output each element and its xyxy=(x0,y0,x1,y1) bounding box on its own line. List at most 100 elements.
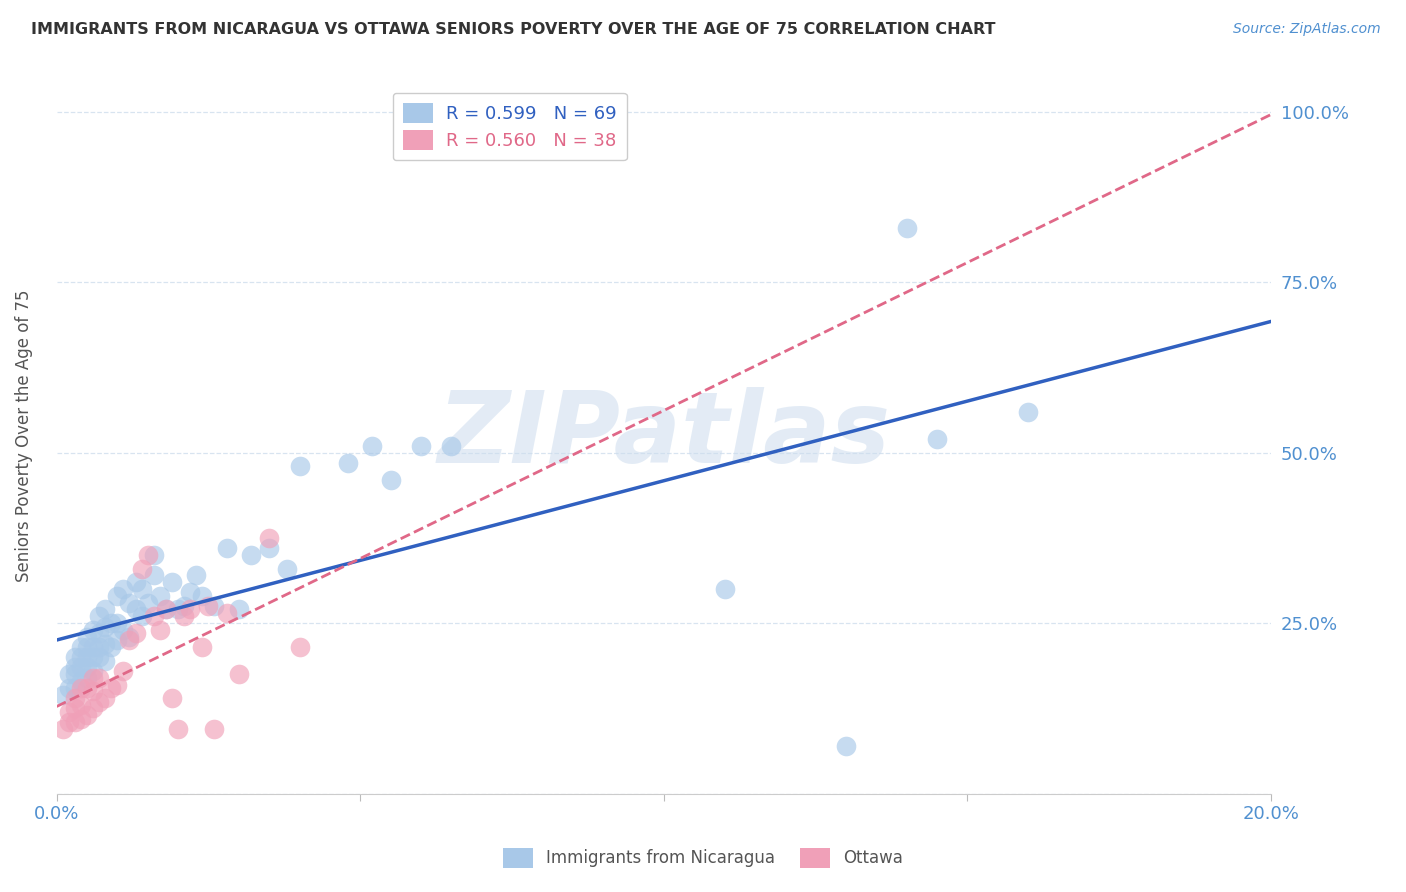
Point xyxy=(118,633,141,648)
Point xyxy=(63,701,86,715)
Point xyxy=(155,602,177,616)
Point xyxy=(82,664,104,678)
Point xyxy=(288,459,311,474)
Point xyxy=(173,609,195,624)
Point xyxy=(100,681,122,695)
Point xyxy=(124,575,146,590)
Point xyxy=(136,548,159,562)
Point xyxy=(82,623,104,637)
Point xyxy=(257,531,280,545)
Point xyxy=(835,739,858,753)
Point xyxy=(149,623,172,637)
Point xyxy=(380,473,402,487)
Point xyxy=(257,541,280,555)
Point xyxy=(87,626,110,640)
Point xyxy=(100,616,122,631)
Point xyxy=(160,575,183,590)
Point xyxy=(70,712,93,726)
Text: Source: ZipAtlas.com: Source: ZipAtlas.com xyxy=(1233,22,1381,37)
Point xyxy=(58,681,80,695)
Point xyxy=(63,660,86,674)
Point xyxy=(76,660,98,674)
Point xyxy=(94,654,117,668)
Point xyxy=(70,660,93,674)
Point xyxy=(112,664,135,678)
Point xyxy=(70,698,93,712)
Point xyxy=(94,637,117,651)
Point xyxy=(124,626,146,640)
Point xyxy=(105,616,128,631)
Point xyxy=(228,667,250,681)
Point xyxy=(142,548,165,562)
Point xyxy=(63,714,86,729)
Point xyxy=(118,596,141,610)
Point xyxy=(124,602,146,616)
Point xyxy=(63,667,86,681)
Point xyxy=(63,691,86,706)
Point xyxy=(713,582,735,596)
Point xyxy=(76,640,98,654)
Point xyxy=(87,640,110,654)
Point xyxy=(82,650,104,665)
Point xyxy=(100,640,122,654)
Point xyxy=(118,630,141,644)
Point xyxy=(131,561,153,575)
Point xyxy=(70,674,93,689)
Point xyxy=(337,456,360,470)
Point xyxy=(167,602,190,616)
Point xyxy=(105,633,128,648)
Point xyxy=(76,681,98,695)
Point xyxy=(87,609,110,624)
Y-axis label: Seniors Poverty Over the Age of 75: Seniors Poverty Over the Age of 75 xyxy=(15,289,32,582)
Point xyxy=(191,640,214,654)
Legend: R = 0.599   N = 69, R = 0.560   N = 38: R = 0.599 N = 69, R = 0.560 N = 38 xyxy=(392,93,627,161)
Point xyxy=(361,439,384,453)
Point xyxy=(112,582,135,596)
Point xyxy=(160,691,183,706)
Point xyxy=(142,568,165,582)
Point xyxy=(76,630,98,644)
Point xyxy=(186,568,208,582)
Point xyxy=(94,619,117,633)
Point xyxy=(136,596,159,610)
Point xyxy=(204,599,226,613)
Point xyxy=(58,705,80,719)
Point xyxy=(131,582,153,596)
Point xyxy=(58,667,80,681)
Point xyxy=(52,722,75,736)
Point xyxy=(87,695,110,709)
Point xyxy=(191,589,214,603)
Point xyxy=(440,439,463,453)
Point xyxy=(112,623,135,637)
Point xyxy=(179,585,201,599)
Point xyxy=(409,439,432,453)
Point xyxy=(76,650,98,665)
Point xyxy=(94,602,117,616)
Point xyxy=(58,714,80,729)
Point xyxy=(179,602,201,616)
Point xyxy=(76,708,98,723)
Point xyxy=(173,599,195,613)
Point xyxy=(94,691,117,706)
Point xyxy=(288,640,311,654)
Point xyxy=(197,599,219,613)
Point xyxy=(896,220,918,235)
Point xyxy=(70,640,93,654)
Point xyxy=(239,548,262,562)
Point xyxy=(63,650,86,665)
Point xyxy=(167,722,190,736)
Point xyxy=(87,671,110,685)
Point xyxy=(142,609,165,624)
Point xyxy=(63,681,86,695)
Point xyxy=(82,671,104,685)
Point xyxy=(82,701,104,715)
Point xyxy=(276,561,298,575)
Point xyxy=(105,589,128,603)
Text: ZIPatlas: ZIPatlas xyxy=(437,387,890,484)
Point xyxy=(76,671,98,685)
Point xyxy=(1017,405,1039,419)
Point xyxy=(82,640,104,654)
Point xyxy=(105,677,128,691)
Point xyxy=(131,609,153,624)
Point xyxy=(927,432,949,446)
